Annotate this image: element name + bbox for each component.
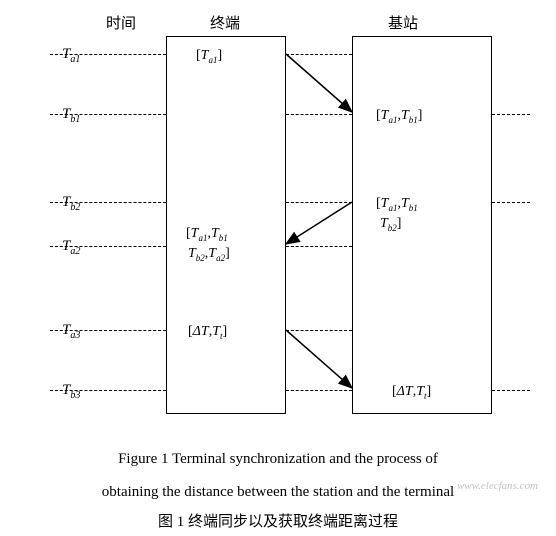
dashed-line-3 <box>286 114 352 115</box>
dashed-line-1 <box>286 54 352 55</box>
dashed-line-6 <box>286 202 352 203</box>
message-label-3: Tb2] <box>380 216 401 233</box>
message-label-1: [Ta1,Tb1] <box>376 108 422 125</box>
dashed-line-4 <box>492 114 530 115</box>
message-label-4: [Ta1,Tb1 <box>186 226 228 243</box>
time-label-3: Ta2 <box>62 238 80 257</box>
time-label-0: Ta1 <box>62 46 80 65</box>
dashed-line-14 <box>492 390 530 391</box>
dashed-line-5 <box>50 202 166 203</box>
message-label-6: [ΔT,Tt] <box>188 324 227 341</box>
arrow-0 <box>286 54 352 112</box>
time-label-2: Tb2 <box>62 194 80 213</box>
dashed-line-2 <box>50 114 166 115</box>
caption-cn: 图 1 终端同步以及获取终端距离过程 <box>0 510 556 531</box>
message-label-7: [ΔT,Tt] <box>392 384 431 401</box>
dashed-line-8 <box>50 246 166 247</box>
dashed-line-12 <box>50 390 166 391</box>
header-time: 时间 <box>106 12 136 33</box>
header-terminal: 终端 <box>210 12 240 33</box>
time-label-4: Ta3 <box>62 322 80 341</box>
arrow-2 <box>286 330 352 388</box>
caption-en-line1: Figure 1 Terminal synchronization and th… <box>0 446 556 473</box>
watermark-text: www.elecfans.com <box>457 480 538 492</box>
dashed-line-13 <box>286 390 352 391</box>
dashed-line-10 <box>50 330 166 331</box>
base-station-box <box>352 36 492 414</box>
sequence-diagram: 时间 终端 基站 Ta1 Tb1 Tb2 Ta2 Ta3 Tb3 [Ta1] [Ta1,Tb… <box>0 0 556 440</box>
message-label-5: Tb2,Ta2] <box>188 246 230 263</box>
message-label-2: [Ta1,Tb1 <box>376 196 418 213</box>
message-label-0: [Ta1] <box>196 48 222 65</box>
time-label-1: Tb1 <box>62 106 80 125</box>
dashed-line-7 <box>492 202 530 203</box>
time-label-5: Tb3 <box>62 382 80 401</box>
dashed-line-9 <box>286 246 352 247</box>
dashed-line-0 <box>50 54 166 55</box>
arrow-1 <box>286 202 352 244</box>
terminal-box <box>166 36 286 414</box>
header-base: 基站 <box>388 12 418 33</box>
dashed-line-11 <box>286 330 352 331</box>
